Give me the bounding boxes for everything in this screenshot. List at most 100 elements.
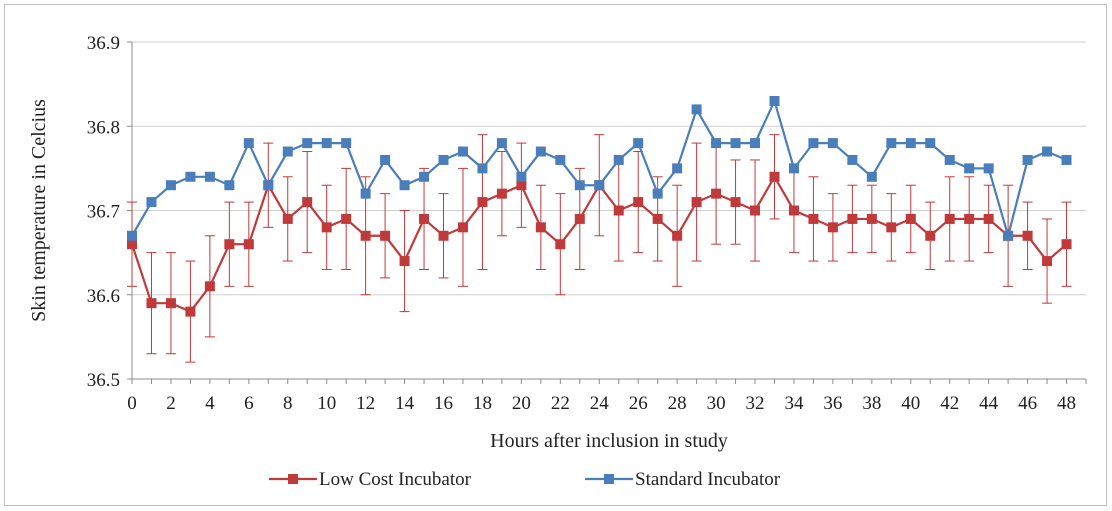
legend-marker-standard: [604, 474, 614, 484]
data-point: [691, 104, 702, 115]
data-point: [496, 188, 507, 199]
data-point: [964, 163, 975, 174]
data-point: [185, 171, 196, 182]
x-tick-label: 42: [940, 393, 959, 414]
data-point: [613, 205, 624, 216]
data-point: [866, 171, 877, 182]
series-low-cost: [127, 134, 1072, 363]
data-point: [827, 222, 838, 233]
data-point: [944, 213, 955, 224]
data-point: [730, 197, 741, 208]
data-point: [282, 213, 293, 224]
data-point: [983, 163, 994, 174]
data-point: [165, 298, 176, 309]
y-tick-label: 36.8: [87, 117, 120, 138]
data-point: [769, 171, 780, 182]
y-tick-label: 36.6: [87, 286, 120, 307]
x-tick-label: 40: [901, 393, 920, 414]
data-point: [1022, 154, 1033, 165]
x-tick-label: 46: [1018, 393, 1037, 414]
data-point: [1003, 230, 1014, 241]
data-point: [964, 213, 975, 224]
data-point: [905, 213, 916, 224]
data-point: [633, 138, 644, 149]
data-point: [127, 230, 137, 241]
data-point: [419, 171, 430, 182]
x-tick-label: 10: [317, 393, 336, 414]
x-tick-label: 48: [1057, 393, 1076, 414]
data-point: [263, 180, 274, 191]
data-point: [496, 138, 507, 149]
legend-marker-low-cost: [288, 474, 298, 484]
x-tick-label: 34: [784, 393, 804, 414]
y-axis-title: Skin temperature in Celcius: [28, 99, 50, 322]
data-point: [672, 230, 683, 241]
data-point: [983, 213, 994, 224]
legend-item-standard: Standard Incubator: [585, 469, 781, 490]
data-point: [438, 230, 449, 241]
data-point: [302, 197, 313, 208]
x-tick-label: 6: [244, 393, 254, 414]
y-tick-label: 36.9: [87, 33, 120, 54]
data-point: [146, 197, 157, 208]
data-point: [925, 230, 936, 241]
data-point: [750, 205, 761, 216]
data-point: [711, 138, 722, 149]
data-point: [1022, 230, 1033, 241]
x-tick-label: 12: [356, 393, 375, 414]
data-point: [808, 138, 819, 149]
data-point: [555, 239, 566, 250]
data-point: [535, 146, 546, 157]
data-point: [886, 222, 897, 233]
data-point: [672, 163, 683, 174]
data-point: [827, 138, 838, 149]
legend-label-standard: Standard Incubator: [635, 469, 781, 490]
data-point: [788, 163, 799, 174]
data-point: [574, 213, 585, 224]
x-tick-label: 28: [668, 393, 687, 414]
data-point: [516, 180, 527, 191]
data-point: [341, 213, 352, 224]
x-tick-label: 30: [707, 393, 726, 414]
x-tick-label: 4: [205, 393, 215, 414]
data-point: [243, 239, 254, 250]
data-point: [282, 146, 293, 157]
data-point: [341, 138, 352, 149]
data-point: [185, 306, 196, 317]
data-point: [477, 163, 488, 174]
y-tick-labels: 36.5 36.6 36.7 36.8 36.9: [87, 33, 120, 391]
x-tick-label: 0: [127, 393, 137, 414]
x-tick-label: 8: [283, 393, 293, 414]
x-tick-labels: 0 2 4 6 8 10 12 14 16 18 20 22 24 26 28 30 32 34 36 38 40 42 4…: [127, 393, 1076, 414]
x-tick-label: 16: [434, 393, 453, 414]
data-point: [944, 154, 955, 165]
data-point: [419, 213, 430, 224]
data-point: [769, 95, 780, 106]
series-standard: [127, 95, 1072, 241]
legend: Low Cost Incubator Standard Incubator: [269, 469, 781, 490]
data-point: [652, 188, 663, 199]
data-point: [360, 188, 371, 199]
data-point: [321, 138, 332, 149]
data-point: [633, 197, 644, 208]
data-point: [224, 239, 235, 250]
data-point: [594, 180, 605, 191]
data-point: [925, 138, 936, 149]
data-point: [886, 138, 897, 149]
legend-item-low-cost: Low Cost Incubator: [269, 469, 472, 490]
data-point: [574, 180, 585, 191]
data-point: [477, 197, 488, 208]
data-point: [905, 138, 916, 149]
data-point: [127, 239, 137, 250]
data-point: [691, 197, 702, 208]
gridlines: [132, 41, 1086, 296]
data-point: [457, 146, 468, 157]
data-point: [1061, 239, 1072, 250]
data-point: [302, 138, 313, 149]
data-point: [224, 180, 235, 191]
data-point: [788, 205, 799, 216]
data-point: [1042, 256, 1053, 267]
data-point: [321, 222, 332, 233]
data-point: [750, 138, 761, 149]
data-point: [730, 138, 741, 149]
